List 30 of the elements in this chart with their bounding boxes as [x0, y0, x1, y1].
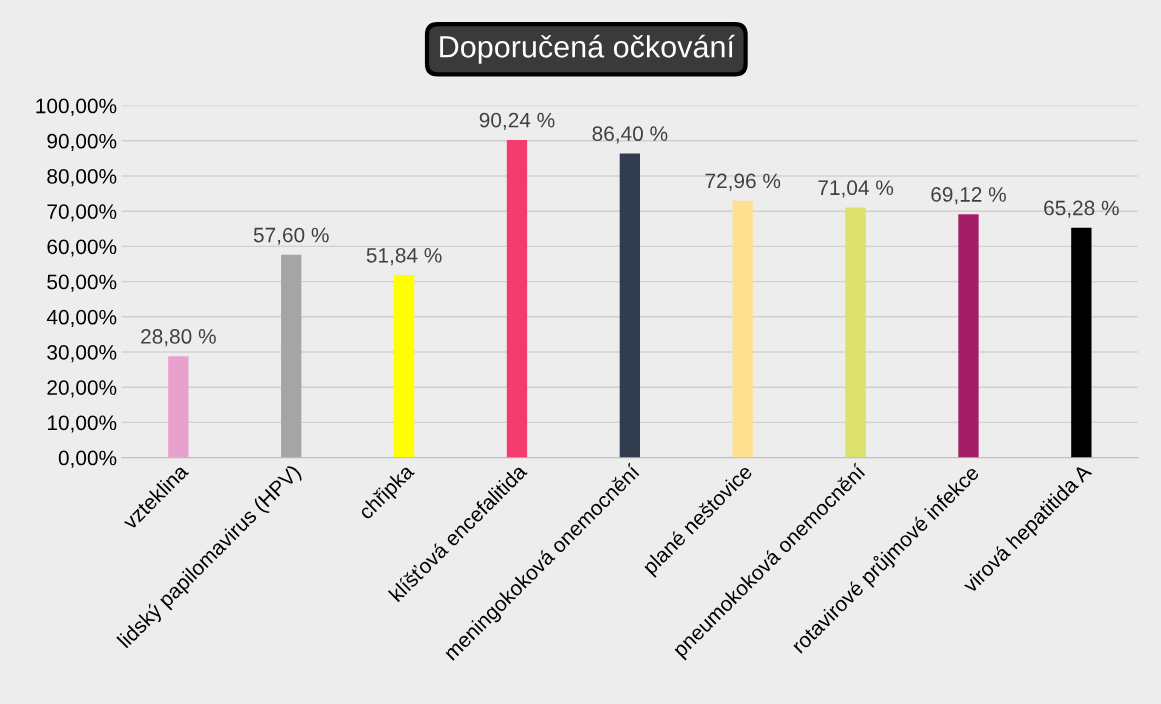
data-label: 86,40 %: [592, 126, 668, 144]
y-tick-label: 80,00%: [47, 169, 117, 187]
data-label: 51,84 %: [366, 247, 442, 266]
data-label: 69,12 %: [931, 187, 1006, 205]
y-tick-label: 40,00%: [46, 309, 117, 328]
y-tick-label: 0,00%: [58, 450, 117, 468]
bar: [619, 153, 640, 458]
bar: [1071, 227, 1092, 458]
bar: [958, 214, 979, 458]
data-label: 90,24 %: [479, 112, 555, 130]
data-label: 28,80 %: [141, 329, 216, 347]
y-tick-label: 90,00%: [47, 133, 117, 152]
bar: [281, 254, 302, 458]
bar: [845, 207, 866, 458]
y-tick-label: 50,00%: [47, 274, 117, 292]
data-label: 71,04 %: [818, 180, 894, 198]
data-label: 57,60 %: [253, 227, 329, 245]
y-tick-label: 70,00%: [47, 204, 117, 222]
bar: [506, 139, 528, 458]
chart-title: Doporučená očkování: [440, 34, 735, 64]
data-label: 72,96 %: [705, 173, 781, 191]
data-label: 65,28 %: [1044, 200, 1119, 218]
y-tick-label: 100,00%: [36, 98, 117, 116]
y-tick-label: 10,00%: [47, 415, 117, 433]
y-tick-label: 30,00%: [47, 345, 117, 363]
bar: [732, 200, 753, 458]
y-tick-label: 20,00%: [47, 380, 117, 398]
bar: [168, 356, 189, 458]
y-tick-label: 60,00%: [47, 239, 117, 257]
bar: [393, 275, 415, 458]
